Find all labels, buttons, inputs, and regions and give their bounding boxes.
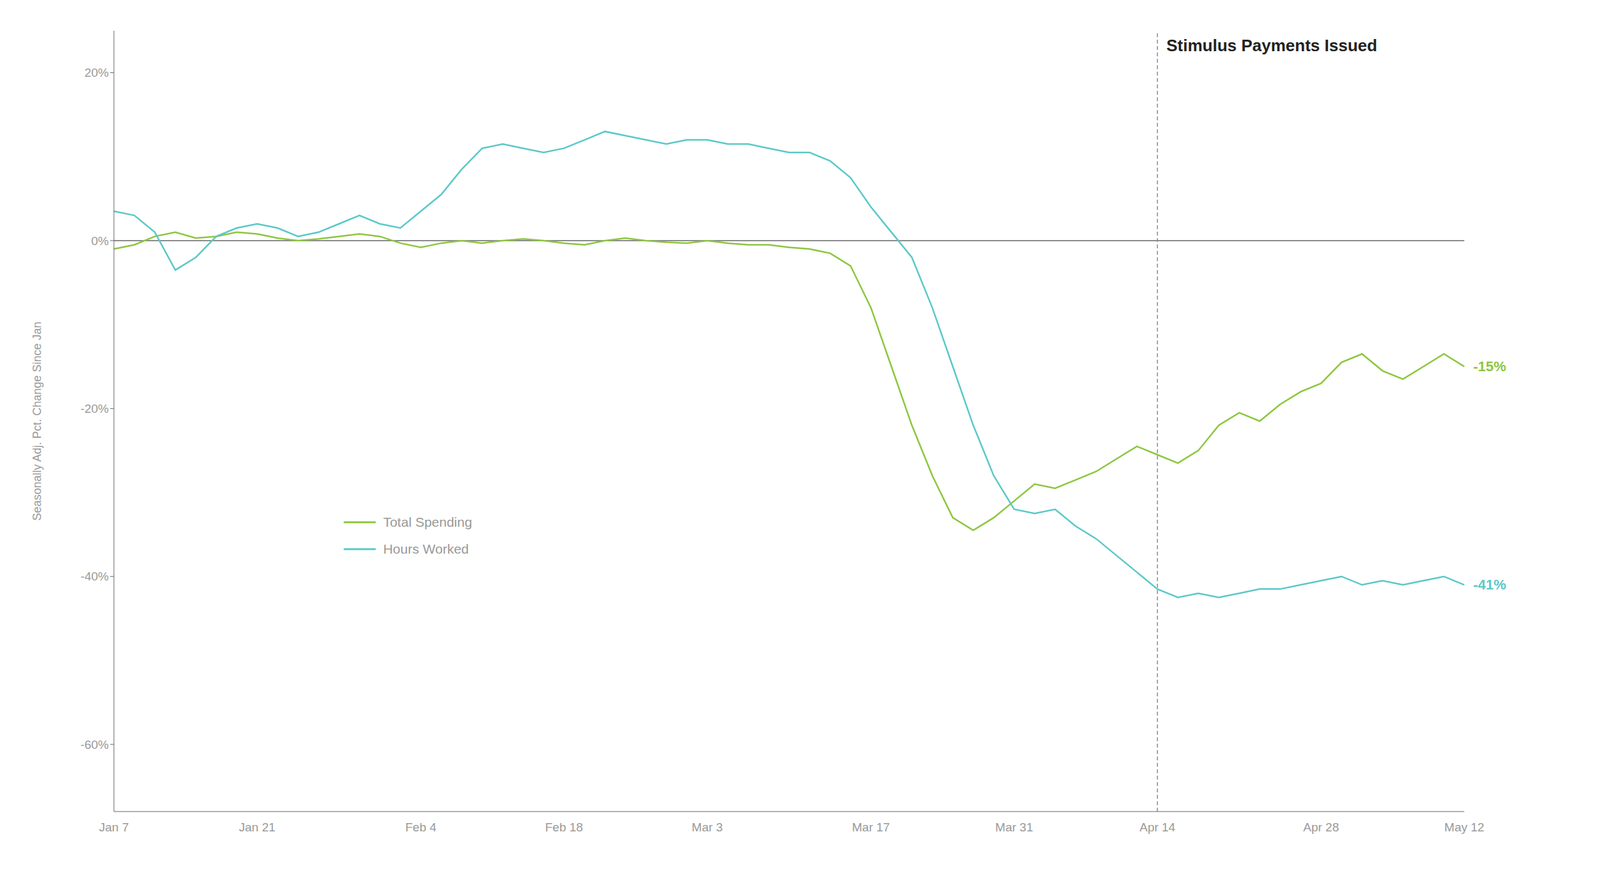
svg-text:Jan 7: Jan 7 [99, 820, 129, 834]
svg-text:-15%: -15% [1473, 358, 1506, 375]
svg-text:20%: 20% [84, 65, 109, 80]
svg-text:Apr 28: Apr 28 [1303, 820, 1339, 834]
svg-text:Feb 4: Feb 4 [405, 820, 437, 834]
html-text:Total Spending: Total Spending [383, 514, 473, 530]
svg-text:Mar 3: Mar 3 [691, 820, 724, 834]
svg-text:-41%: -41% [1473, 576, 1506, 593]
svg-text:Stimulus Payments Issued: Stimulus Payments Issued [1166, 35, 1377, 56]
svg-text:0%: 0% [91, 234, 110, 248]
svg-text:Jan 21: Jan 21 [238, 820, 276, 834]
svg-text:-20%: -20% [80, 401, 109, 416]
svg-text:Feb 18: Feb 18 [545, 820, 584, 834]
svg-text:May 12: May 12 [1444, 820, 1485, 834]
svg-text:Seasonally Adj. Pct. Change Si: Seasonally Adj. Pct. Change Since Jan [30, 321, 44, 521]
svg-text:-60%: -60% [80, 737, 109, 752]
html-text:Hours Worked: Hours Worked [383, 541, 469, 557]
svg-text:Mar 31: Mar 31 [995, 820, 1033, 834]
svg-text:Mar 17: Mar 17 [851, 820, 890, 834]
svg-text:Apr 14: Apr 14 [1139, 820, 1176, 834]
svg-text:-40%: -40% [80, 569, 109, 584]
